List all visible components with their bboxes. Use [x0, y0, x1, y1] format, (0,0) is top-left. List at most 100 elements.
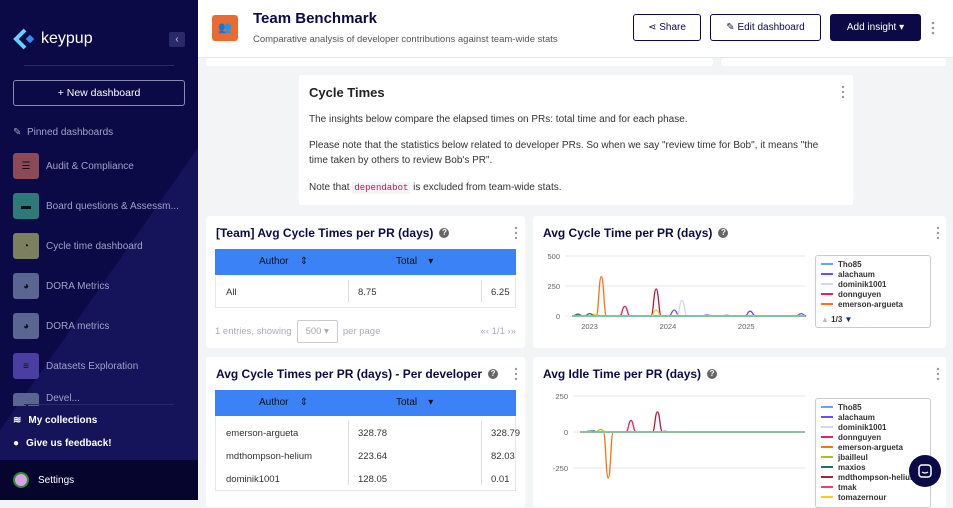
legend-item[interactable]: Tho85 [821, 259, 925, 269]
column-label: Author [259, 256, 289, 267]
legend-item[interactable]: dominik1001 [821, 422, 925, 432]
card-menu-icon[interactable] [935, 226, 941, 240]
series-line-donnguyen [572, 305, 805, 317]
cell: mdthompson-helium [226, 451, 313, 462]
per-page-select[interactable]: 500 ▾ [296, 320, 338, 343]
card-title-text: [Team] Avg Cycle Times per PR (days) [216, 226, 434, 240]
new-dashboard-button[interactable]: + New dashboard [13, 80, 185, 106]
legend-item[interactable]: emerson-argueta [821, 442, 925, 452]
legend-label: mdthompson-helium [838, 472, 918, 482]
help-icon[interactable]: ? [718, 228, 729, 238]
series-line-mdthompson-helium [580, 411, 805, 433]
legend-prev-icon[interactable]: ▲ [821, 315, 829, 324]
team-icon: 👥 [212, 15, 238, 41]
legend-item[interactable]: maxios [821, 462, 925, 472]
sidebar-item[interactable]: ◕ Devel... [13, 393, 80, 406]
help-icon[interactable]: ? [488, 369, 499, 379]
idle-time-chart-card: Avg Idle Time per PR (days)? -250 0 250 Th… [533, 357, 946, 508]
legend-item[interactable]: donnguyen [821, 289, 925, 299]
column-label: Total [396, 256, 418, 267]
share-button[interactable]: ⋖ Share [633, 14, 701, 41]
sort-icon: ⇕ [299, 256, 308, 267]
sidebar-item-label: Devel... [46, 393, 80, 404]
card-menu-icon[interactable] [513, 226, 519, 240]
sort-desc-icon: ▾ [428, 397, 434, 408]
sidebar-item-label: Board questions & Assessm... [46, 200, 179, 212]
card-menu-icon[interactable] [840, 85, 846, 99]
legend-item[interactable]: alachaum [821, 269, 925, 279]
column-total[interactable]: Total ▾ [396, 256, 433, 267]
y-tick-label: 250 [547, 282, 560, 291]
column-total[interactable]: Total ▾ [396, 397, 433, 408]
card-above [206, 58, 713, 66]
series-line-alachaum [572, 309, 807, 317]
share-icon: ⋖ [648, 22, 660, 33]
x-tick-label: 2023 [581, 322, 598, 331]
sidebar-item[interactable]: ◕ DORA Metrics [13, 273, 109, 299]
y-tick-label: 0 [556, 312, 560, 321]
legend-item[interactable]: tmak [821, 482, 925, 492]
cell: 6.25 [491, 287, 510, 298]
legend-label: alachaum [838, 412, 875, 422]
cell: 8.75 [358, 287, 377, 298]
legend-swatch [821, 466, 833, 468]
table-body: emerson-argueta 328.78 328.79 mdthompson-he… [215, 416, 520, 491]
feedback-link[interactable]: ● Give us feedback! [13, 438, 112, 449]
collapse-sidebar-button[interactable]: ‹ [169, 32, 185, 47]
legend-swatch [821, 303, 833, 305]
feedback-label: Give us feedback! [26, 438, 112, 449]
card-menu-icon[interactable] [935, 367, 941, 381]
legend-pager[interactable]: ▲ 1/3 ▼ [821, 315, 925, 324]
help-icon[interactable]: ? [439, 228, 450, 238]
sidebar-item[interactable]: ☰ Audit & Compliance [13, 153, 134, 179]
logo[interactable]: keypup [13, 28, 93, 50]
legend-label: Tho85 [838, 259, 862, 269]
legend-item[interactable]: alachaum [821, 412, 925, 422]
legend-swatch [821, 263, 833, 265]
card-menu-icon[interactable] [513, 367, 519, 381]
my-collections-label: My collections [28, 415, 98, 426]
sidebar-item[interactable]: ◕ DORA metrics [13, 313, 109, 339]
legend-item[interactable]: tomazernour [821, 492, 925, 502]
chat-launcher-button[interactable] [909, 455, 941, 487]
column-author[interactable]: Author ⇕ [259, 397, 308, 408]
legend-item[interactable]: Tho85 [821, 402, 925, 412]
settings-link[interactable]: Settings [0, 460, 198, 500]
legend-item[interactable]: jbailleul [821, 452, 925, 462]
series-line-tomazernour [572, 309, 805, 317]
sidebar-item[interactable]: ▬ Board questions & Assessm... [13, 193, 179, 219]
add-insight-button[interactable]: Add insight ▾ [830, 14, 921, 41]
y-tick-label: 250 [555, 392, 568, 401]
page-nav[interactable]: «‹ 1/1 ›» [480, 326, 516, 337]
cell: 223.64 [358, 451, 388, 462]
pagination: 1 entries, showing 500 ▾ per page «‹ 1/1… [215, 320, 516, 343]
help-icon[interactable]: ? [707, 369, 718, 379]
legend-label: tmak [838, 482, 857, 492]
team-table-card: [Team] Avg Cycle Times per PR (days)? Au… [206, 216, 525, 348]
sidebar-item[interactable]: ≡ Datasets Exploration [13, 353, 138, 379]
note-text: Note that [309, 182, 353, 193]
note-text: is excluded from team-wide stats. [410, 182, 562, 193]
table-header: Author ⇕ Total ▾ [215, 249, 516, 275]
legend-label: donnguyen [838, 432, 882, 442]
page-title: Team Benchmark [253, 10, 377, 27]
cell: dominik1001 [226, 474, 280, 485]
legend-item[interactable]: mdthompson-helium [821, 472, 925, 482]
my-collections-link[interactable]: ≋ My collections [13, 415, 97, 426]
divider [348, 421, 349, 485]
pin-icon: ✎ [13, 127, 22, 138]
keypup-logo-icon [13, 28, 35, 50]
more-options-icon[interactable] [930, 21, 936, 35]
legend-page: 1/3 [831, 315, 843, 324]
divider [348, 280, 349, 302]
legend-label: dominik1001 [838, 279, 887, 289]
legend-item[interactable]: emerson-argueta [821, 299, 925, 309]
legend-item[interactable]: donnguyen [821, 432, 925, 442]
edit-dashboard-button[interactable]: ✎ Edit dashboard [710, 14, 821, 41]
legend-item[interactable]: dominik1001 [821, 279, 925, 289]
sidebar-item[interactable]: ◔ Cycle time dashboard [13, 233, 143, 259]
card-title: Avg Cycle Time per PR (days)? [543, 226, 729, 240]
cell: All [226, 287, 237, 298]
column-author[interactable]: Author ⇕ [259, 256, 308, 267]
legend-next-icon[interactable]: ▼ [844, 315, 853, 324]
